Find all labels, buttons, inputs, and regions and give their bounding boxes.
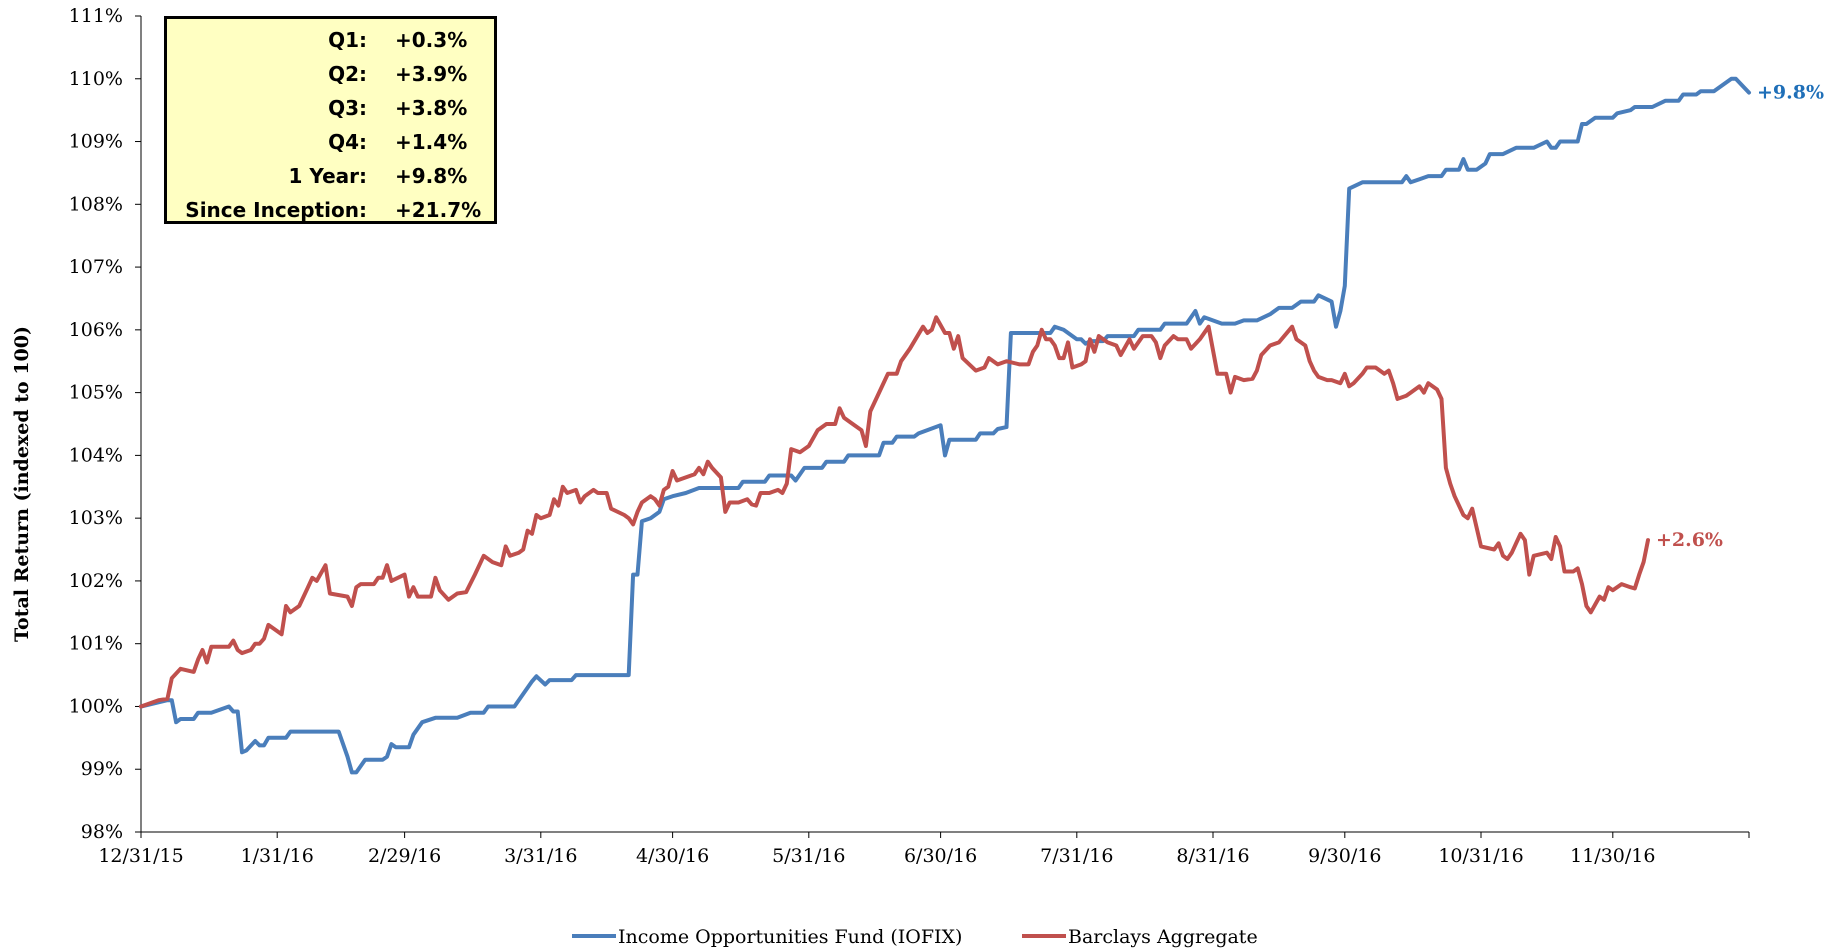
- y-tick-label: 105%: [69, 382, 123, 404]
- series-end-label: +2.6%: [1656, 529, 1723, 551]
- stat-label: Q2:: [328, 62, 367, 86]
- y-axis: 98% 99% 100% 101% 102% 103% 104% 105% 106% 107% 10…: [69, 5, 142, 843]
- y-tick-label: 99%: [81, 758, 123, 780]
- series-lines: [139, 76, 1751, 775]
- x-tick-label: 1/31/16: [241, 845, 314, 867]
- x-tick-label: 12/31/15: [98, 845, 183, 867]
- y-tick-label: 106%: [69, 319, 123, 341]
- series-line-barclays-aggregate: [139, 315, 1650, 709]
- stat-row-q3: Q3: +3.8%: [167, 91, 494, 125]
- stats-box: Q1: +0.3% Q2: +3.9% Q3: +3.8% Q4: +1.4% …: [164, 16, 497, 224]
- x-tick-label: 3/31/16: [504, 845, 577, 867]
- x-tick-label: 5/31/16: [772, 845, 845, 867]
- end-labels: +9.8% +2.6%: [1656, 82, 1824, 552]
- x-tick-label: 4/30/16: [636, 845, 709, 867]
- x-tick-label: 2/29/16: [368, 845, 441, 867]
- y-tick-label: 101%: [69, 633, 123, 655]
- stat-value: +9.8%: [395, 164, 468, 188]
- y-tick-label: 102%: [69, 570, 123, 592]
- y-tick-label: 100%: [69, 695, 123, 717]
- x-tick-label: 9/30/16: [1308, 845, 1381, 867]
- y-axis-label: Total Return (indexed to 100): [11, 326, 33, 642]
- y-tick-label: 111%: [69, 5, 123, 27]
- stat-row-since-inception: Since Inception: +21.7%: [167, 193, 494, 227]
- legend-label: Barclays Aggregate: [1068, 926, 1258, 948]
- stat-value: +21.7%: [395, 198, 482, 222]
- legend-label: Income Opportunities Fund (IOFIX): [618, 926, 962, 948]
- stat-label: Since Inception:: [185, 198, 367, 222]
- y-tick-label: 104%: [69, 444, 123, 466]
- stat-value: +0.3%: [395, 28, 468, 52]
- x-tick-label: 10/31/16: [1438, 845, 1523, 867]
- y-tick-label: 110%: [69, 68, 123, 90]
- y-tick-label: 109%: [69, 131, 123, 153]
- stat-row-1-year: 1 Year: +9.8%: [167, 159, 494, 193]
- x-tick-label: 11/30/16: [1570, 845, 1655, 867]
- stat-value: +3.9%: [395, 62, 468, 86]
- stat-label: Q1:: [328, 28, 367, 52]
- y-tick-label: 103%: [69, 507, 123, 529]
- x-axis: 12/31/15 1/31/16 2/29/16 3/31/16 4/30/16 5/31…: [98, 831, 1750, 867]
- series-end-label: +9.8%: [1757, 82, 1824, 104]
- y-tick-label: 107%: [69, 256, 123, 278]
- stat-label: Q4:: [328, 130, 367, 154]
- stat-row-q2: Q2: +3.9%: [167, 57, 494, 91]
- x-tick-label: 8/31/16: [1176, 845, 1249, 867]
- y-tick-label: 98%: [81, 821, 123, 843]
- legend: Income Opportunities Fund (IOFIX) Barclay…: [572, 926, 1258, 948]
- stat-value: +3.8%: [395, 96, 468, 120]
- stat-row-q4: Q4: +1.4%: [167, 125, 494, 159]
- x-tick-label: 6/30/16: [904, 845, 977, 867]
- stat-label: Q3:: [328, 96, 367, 120]
- stat-row-q1: Q1: +0.3%: [167, 23, 494, 57]
- stat-value: +1.4%: [395, 130, 468, 154]
- legend-entry-barclays-aggregate: Barclays Aggregate: [1022, 926, 1258, 948]
- series-line-iofix: [139, 76, 1751, 775]
- stat-label: 1 Year:: [288, 164, 367, 188]
- y-tick-label: 108%: [69, 193, 123, 215]
- x-tick-label: 7/31/16: [1040, 845, 1113, 867]
- legend-entry-iofix: Income Opportunities Fund (IOFIX): [572, 926, 962, 948]
